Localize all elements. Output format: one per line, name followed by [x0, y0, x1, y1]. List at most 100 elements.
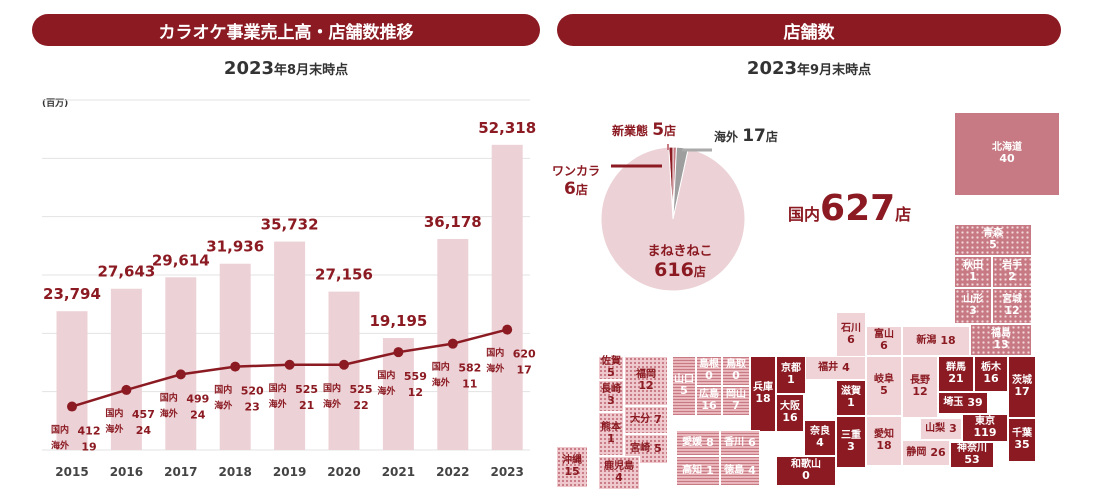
store-count-point — [121, 384, 132, 395]
prefecture-name: 沖縄 — [562, 454, 582, 466]
prefecture-count: 6 — [847, 333, 855, 347]
overseas-count-label: 23 — [245, 401, 260, 414]
domestic-series-label: 国内 — [160, 391, 178, 403]
prefecture-tile: 新潟 18 — [902, 326, 970, 356]
prefecture-name: 香川 — [724, 437, 745, 449]
prefecture-name: 神奈川 — [957, 442, 987, 454]
prefecture-name: 福岡 — [636, 368, 656, 380]
prefecture-tile: 東京 119 — [962, 414, 1008, 442]
prefecture-name: 三重 — [841, 429, 861, 441]
prefecture-name: 兵庫 — [753, 381, 773, 393]
prefecture-name: 山形 — [963, 293, 983, 305]
overseas-count-label: 19 — [81, 441, 96, 454]
domestic-count-label: 559 — [404, 370, 427, 383]
prefecture-tile: 長崎 3 — [598, 380, 624, 412]
chart-title-banner: カラオケ事業売上高・店舗数推移 — [32, 14, 540, 46]
overseas-count-label: 24 — [136, 424, 152, 437]
prefecture-name: 大分 — [630, 414, 651, 426]
prefecture-name: 北海道 — [992, 141, 1022, 153]
prefecture-tile: 大分 7 — [624, 406, 668, 434]
prefecture-count: 1 — [706, 463, 714, 477]
prefecture-count: 39 — [967, 395, 983, 409]
prefecture-count: 1 — [969, 270, 977, 284]
prefecture-count: 5 — [880, 384, 888, 398]
prefecture-count: 3 — [607, 394, 615, 408]
prefecture-tile: 島根 0 — [696, 356, 722, 386]
maneki-label: まねきねこ 616店 — [647, 244, 713, 281]
overseas-count-label: 24 — [190, 408, 206, 421]
overseas-series-label: 海外 — [323, 398, 341, 410]
prefecture-tile: 千葉 35 — [1008, 418, 1036, 462]
prefecture-tile: 兵庫 18 — [750, 356, 776, 432]
chart-date: 2023年8月末時点 — [223, 58, 349, 79]
overseas-series-label: 海外 — [377, 385, 395, 397]
store-count-point — [393, 347, 404, 358]
prefecture-tile: 茨城 17 — [1008, 356, 1036, 418]
prefecture-tile: 和歌山 0 — [776, 456, 836, 486]
domestic-count-label: 525 — [350, 383, 373, 396]
prefecture-count: 5 — [680, 384, 688, 398]
prefecture-count: 1 — [607, 432, 615, 446]
prefecture-tile: 石川 6 — [836, 312, 866, 358]
prefecture-count: 7 — [654, 412, 662, 426]
sales-value-label: 19,195 — [369, 312, 427, 330]
prefecture-tile: 岐阜 5 — [866, 356, 902, 416]
prefecture-count: 0 — [802, 469, 810, 483]
prefecture-count: 8 — [706, 435, 714, 449]
prefecture-tile: 愛媛 8 — [676, 430, 720, 456]
prefecture-count: 2 — [1008, 270, 1016, 284]
chart-title: カラオケ事業売上高・店舗数推移 — [158, 22, 414, 43]
prefecture-name: 福井 — [818, 362, 839, 374]
domestic-series-label: 国内 — [486, 347, 504, 359]
sales-bar — [274, 241, 306, 450]
prefecture-tile: 富山 6 — [866, 326, 902, 356]
x-tick-label: 2021 — [382, 465, 415, 479]
prefecture-tile: 宮城 12 — [992, 288, 1032, 324]
prefecture-name: 滋賀 — [841, 385, 861, 397]
prefecture-count: 3 — [969, 304, 977, 318]
store-count-point — [339, 359, 349, 370]
prefecture-name: 鳥取 — [726, 358, 746, 370]
sales-value-label: 27,643 — [97, 263, 155, 281]
y-unit-label: (百万) — [42, 98, 68, 109]
prefecture-tile: 大阪 16 — [776, 394, 804, 432]
prefecture-count: 119 — [973, 426, 997, 440]
overseas-series-label: 海外 — [269, 398, 287, 410]
prefecture-name: 群馬 — [946, 361, 966, 373]
prefecture-name: 岐阜 — [874, 373, 894, 385]
prefecture-count: 40 — [999, 152, 1015, 166]
sales-value-label: 31,936 — [206, 238, 264, 256]
prefecture-count: 4 — [748, 463, 756, 477]
overseas-series-label: 海外 — [105, 423, 123, 435]
prefecture-count: 4 — [816, 436, 824, 450]
x-tick-label: 2016 — [110, 465, 143, 479]
domestic-count-label: 620 — [513, 348, 536, 361]
prefecture-tile: 京都 1 — [776, 356, 806, 394]
prefecture-tile: 山口 5 — [672, 356, 696, 416]
sales-bar — [110, 288, 142, 450]
prefecture-name: 鹿児島 — [604, 460, 634, 472]
prefecture-tile: 長野 12 — [902, 356, 938, 418]
overseas-series-label: 海外 — [486, 363, 504, 375]
prefecture-tile: 鹿児島 4 — [598, 456, 640, 490]
prefecture-name: 青森 — [983, 227, 1003, 239]
prefecture-tile: 埼玉 39 — [938, 392, 988, 414]
prefecture-tile: 熊本 1 — [598, 412, 624, 456]
prefecture-name: 佐賀 — [601, 355, 621, 367]
prefecture-tile: 北海道 40 — [954, 112, 1060, 196]
prefecture-name: 岩手 — [1002, 259, 1022, 271]
domestic-count-label: 520 — [241, 385, 264, 398]
domestic-count-label: 499 — [186, 392, 209, 405]
prefecture-count: 0 — [705, 369, 713, 383]
prefecture-count: 18 — [876, 439, 892, 453]
prefecture-tile: 秋田 1 — [954, 256, 992, 288]
prefecture-name: 京都 — [781, 362, 801, 374]
prefecture-tile: 群馬 21 — [938, 356, 974, 392]
domestic-series-label: 国内 — [377, 369, 395, 381]
prefecture-name: 埼玉 — [943, 397, 964, 409]
prefecture-count: 35 — [1014, 438, 1030, 452]
prefecture-name: 富山 — [874, 328, 894, 340]
prefecture-count: 6 — [748, 435, 756, 449]
store-count-point — [175, 369, 186, 380]
overseas-series-label: 海外 — [160, 407, 178, 419]
